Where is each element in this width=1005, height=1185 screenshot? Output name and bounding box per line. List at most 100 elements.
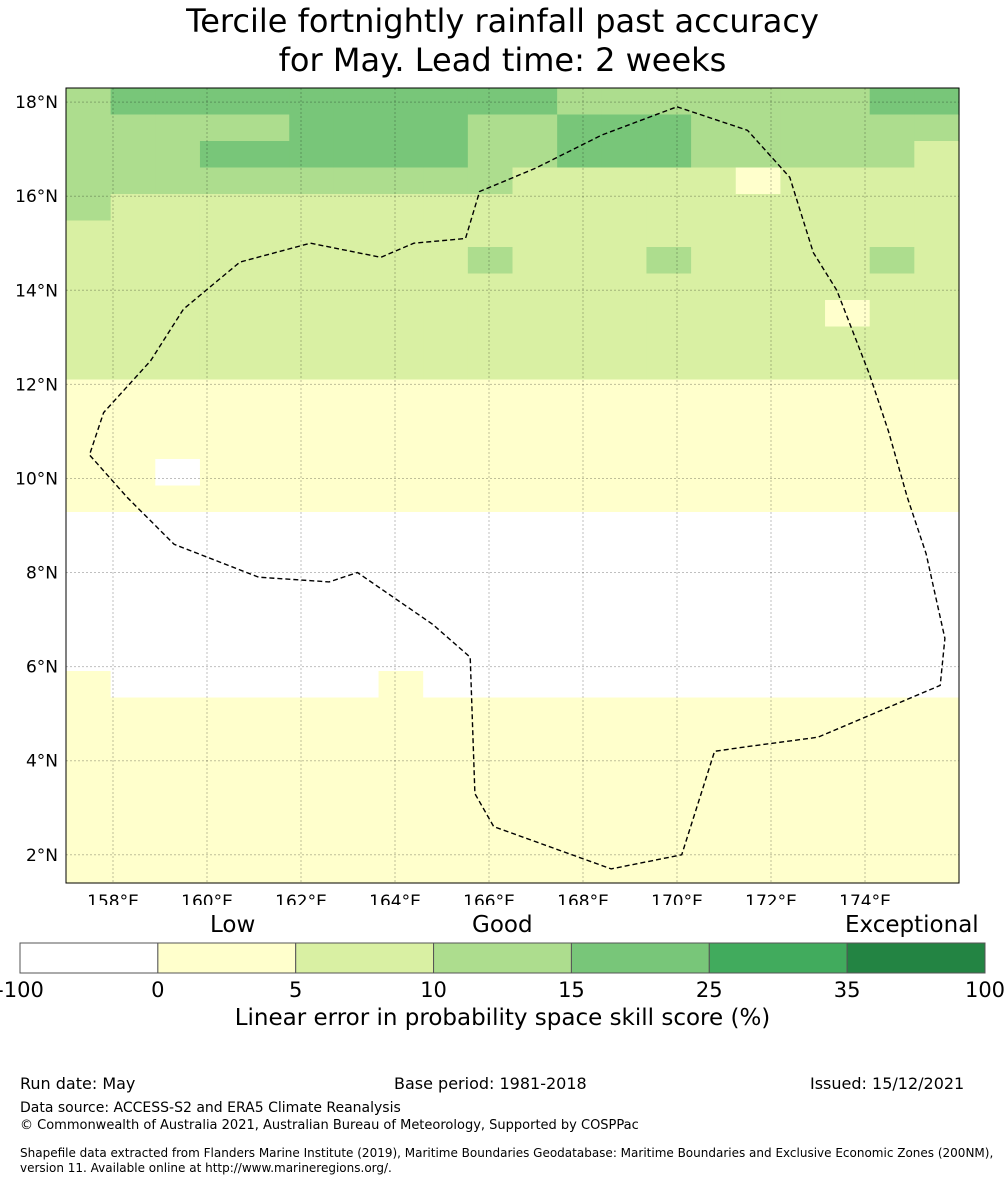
grid-cell: [155, 618, 201, 646]
grid-cell: [199, 618, 246, 646]
grid-cell: [557, 194, 603, 222]
grid-cell: [199, 379, 246, 407]
grid-cell: [333, 300, 380, 328]
grid-cell: [869, 777, 915, 805]
grid-cell: [557, 591, 603, 619]
grid-cell: [825, 406, 871, 434]
grid-cell: [110, 565, 156, 593]
grid-cell: [289, 591, 335, 619]
latitude-tick-label: 8°N: [26, 564, 58, 584]
grid-cell: [914, 512, 960, 540]
grid-cell: [869, 194, 915, 222]
base-period: Base period: 1981-2018: [394, 1074, 587, 1093]
grid-cell: [780, 114, 826, 142]
grid-cell: [735, 167, 781, 195]
grid-cell: [735, 379, 781, 407]
grid-cell: [735, 194, 781, 222]
grid-cell: [289, 803, 335, 831]
grid-cell: [110, 459, 156, 487]
shapefile-line-1: Shapefile data extracted from Flanders M…: [20, 1146, 994, 1160]
grid-cell: [780, 485, 826, 513]
grid-cell: [914, 353, 960, 381]
map-plot: 158°E 160°E 162°E 164°E 166°E 168°E 170°E 172°E…: [15, 87, 960, 905]
grid-cell: [557, 379, 603, 407]
grid-cell: [780, 750, 826, 778]
grid-cell: [825, 485, 871, 513]
grid-cell: [557, 777, 603, 805]
grid-cell: [735, 300, 781, 328]
grid-cell: [333, 750, 380, 778]
grid-cell: [914, 591, 960, 619]
grid-cell: [333, 326, 380, 354]
grid-cell: [467, 803, 514, 831]
grid-cell: [467, 644, 514, 672]
grid-cell: [646, 803, 692, 831]
grid-cell: [66, 565, 112, 593]
grid-cell: [378, 379, 424, 407]
grid-cell: [691, 565, 737, 593]
grid-cell: [869, 300, 915, 328]
grid-cell: [66, 300, 112, 328]
grid-cell: [825, 167, 871, 195]
grid-cell: [869, 459, 915, 487]
grid-cell: [601, 353, 648, 381]
grid-cell: [646, 485, 692, 513]
grid-cell: [601, 485, 648, 513]
grid-cell: [199, 459, 246, 487]
grid-cell: [512, 618, 558, 646]
grid-cell: [780, 512, 826, 540]
grid-cell: [512, 830, 558, 858]
grid-cell: [780, 326, 826, 354]
grid-cell: [110, 88, 156, 116]
grid-cell: [66, 379, 112, 407]
grid-cell: [155, 485, 201, 513]
colorbar-tick-label: -100: [0, 978, 44, 1002]
grid-cell: [914, 247, 960, 275]
grid-cell: [66, 406, 112, 434]
eez-boundary: [88, 106, 946, 870]
colorbar-tick-label: 35: [834, 978, 861, 1002]
longitude-tick-label: 174°E: [839, 892, 891, 905]
grid-cell: [289, 618, 335, 646]
grid-cell: [289, 273, 335, 301]
grid-cell: [512, 141, 558, 169]
grid-cell: [199, 591, 246, 619]
grid-cell: [333, 379, 380, 407]
grid-cell: [467, 459, 514, 487]
grid-cell: [869, 114, 915, 142]
grid-cell: [66, 512, 112, 540]
grid-cell: [780, 777, 826, 805]
grid-cell: [110, 697, 156, 725]
grid-cell: [646, 88, 692, 116]
grid-cell: [423, 777, 469, 805]
grid-cell: [869, 379, 915, 407]
grid-cell: [691, 88, 737, 116]
grid-cell: [110, 167, 156, 195]
grid-cell: [869, 750, 915, 778]
grid-cell: [646, 300, 692, 328]
grid-cell: [512, 724, 558, 752]
grid-cell: [423, 167, 469, 195]
grid-cell: [467, 512, 514, 540]
grid-cell: [467, 114, 514, 142]
grid-cell: [735, 247, 781, 275]
grid-cell: [557, 167, 603, 195]
grid-cell: [869, 167, 915, 195]
grid-cell: [914, 485, 960, 513]
grid-cell: [110, 591, 156, 619]
grid-cell: [512, 565, 558, 593]
grid-cell: [155, 565, 201, 593]
grid-cell: [378, 432, 424, 460]
grid-cell: [512, 379, 558, 407]
grid-cell: [155, 194, 201, 222]
grid-cell: [467, 618, 514, 646]
grid-cell: [199, 803, 246, 831]
grid-cell: [691, 141, 737, 169]
grid-cell: [66, 432, 112, 460]
grid-cell: [378, 220, 424, 248]
grid-cell: [691, 194, 737, 222]
grid-cell: [467, 88, 514, 116]
grid-cell: [601, 830, 648, 858]
grid-cell: [691, 300, 737, 328]
grid-cell: [244, 220, 290, 248]
